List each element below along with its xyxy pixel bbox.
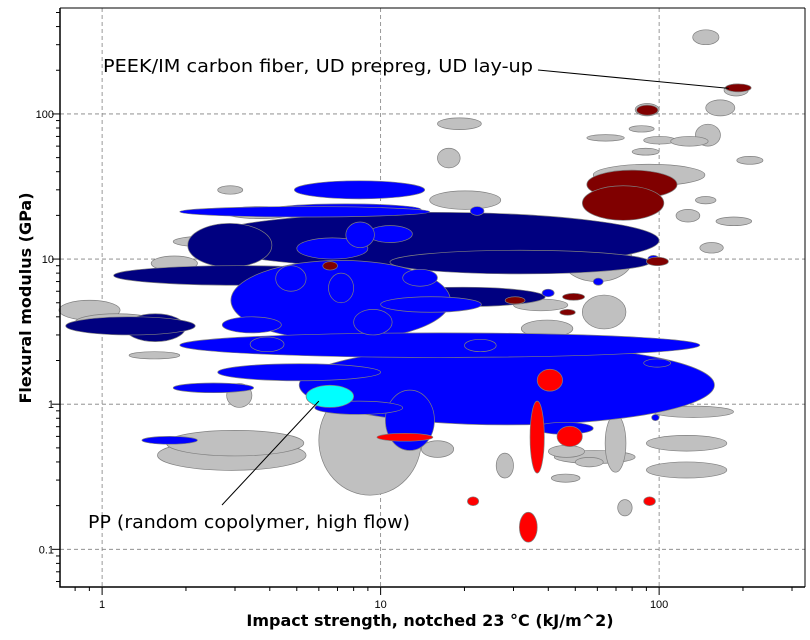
- bubble-navy: [65, 316, 196, 336]
- x-tick-label: 100: [650, 599, 668, 611]
- annotation-layer: PEEK/IM carbon fiber, UD prepreg, UD lay…: [88, 56, 729, 533]
- bubble-gray: [631, 147, 660, 156]
- x-tick-label: 10: [374, 599, 386, 611]
- bubble-darkred: [581, 185, 665, 221]
- bubble-gray: [604, 414, 627, 473]
- bubble-gray: [581, 294, 627, 330]
- y-axis-label: Flexural modulus (GPa): [16, 192, 35, 403]
- bubble-red: [529, 400, 545, 474]
- bubble-blue: [470, 206, 485, 216]
- bubble-red: [519, 511, 538, 543]
- bubble-darkred: [559, 309, 576, 316]
- bubble-gray: [695, 196, 717, 205]
- bubble-gray: [586, 134, 625, 142]
- bubble-gray: [437, 117, 482, 130]
- bubble-red: [556, 425, 583, 447]
- bubble-blue: [141, 436, 198, 445]
- axis-ticks: 1 10 100 0.1 1 10 100: [36, 11, 793, 611]
- bubble-darkred: [504, 296, 526, 305]
- bubble-blue: [353, 309, 393, 336]
- bubble-gray: [550, 473, 581, 483]
- plot-frame: [59, 8, 805, 588]
- bubble-gray: [547, 445, 585, 458]
- bubble-blue: [651, 414, 660, 422]
- bubble-gray: [217, 185, 244, 195]
- annotation-leader-line: [537, 69, 729, 89]
- bubble-gray: [692, 29, 720, 46]
- bubble-blue: [249, 336, 285, 353]
- annotation-peek: PEEK/IM carbon fiber, UD prepreg, UD lay…: [103, 56, 533, 77]
- bubble-darkred: [562, 293, 585, 301]
- x-axis-label: Impact strength, notched 23 °C (kJ/m^2): [246, 611, 613, 630]
- bubble-gray: [437, 147, 461, 169]
- bubble-gray: [420, 440, 455, 458]
- annotation-leader-line: [221, 400, 320, 506]
- bubble-gray: [699, 242, 724, 254]
- bubble-darkred: [322, 261, 338, 271]
- bubble-gray: [646, 461, 728, 479]
- bubble-darkred: [646, 256, 669, 267]
- bubble-gray: [495, 452, 514, 479]
- bubble-blue: [275, 265, 307, 292]
- bubble-blue: [221, 316, 282, 334]
- bubble-blue: [380, 296, 482, 313]
- bubble-gray: [715, 216, 753, 226]
- bubble-gray: [128, 351, 181, 360]
- bubble-red: [643, 496, 656, 506]
- bubble-red: [376, 432, 434, 442]
- bubble-blue: [464, 338, 497, 353]
- bubble-gray: [429, 190, 502, 210]
- bubble-darkred: [725, 83, 752, 93]
- bubble-blue: [179, 332, 701, 358]
- bubble-blue: [328, 272, 354, 304]
- y-tick-label: 10: [42, 254, 54, 266]
- y-tick-label: 1: [48, 399, 54, 411]
- bubble-blue: [402, 268, 438, 287]
- bubble-gray: [628, 125, 655, 133]
- bubble-gray: [670, 136, 709, 147]
- bubble-blue: [541, 288, 555, 298]
- bubble-blue: [592, 277, 604, 286]
- bubble-blue: [293, 180, 426, 200]
- bubble-navy: [187, 223, 273, 268]
- bubble-red: [467, 496, 480, 506]
- bubble-gray: [675, 209, 701, 223]
- y-tick-label: 0.1: [39, 544, 54, 556]
- y-tick-label: 100: [36, 109, 54, 121]
- bubble-gray: [574, 457, 604, 468]
- bubble-darkred: [636, 104, 659, 116]
- x-tick-label: 1: [99, 599, 105, 611]
- bubble-blue: [172, 382, 254, 394]
- bubble-blue: [643, 358, 672, 368]
- bubble-gray: [705, 99, 736, 117]
- bubble-blue: [345, 221, 375, 248]
- bubble-gray: [646, 434, 728, 452]
- bubble-blue: [179, 206, 431, 218]
- bubble-cyan: [305, 384, 354, 408]
- bubble-blue: [217, 363, 381, 382]
- bubble-red: [536, 368, 563, 392]
- bubble-gray: [736, 156, 764, 165]
- bubble-gray: [617, 499, 633, 517]
- annotation-pp: PP (random copolymer, high flow): [88, 512, 410, 533]
- bubble-layer: [58, 29, 764, 543]
